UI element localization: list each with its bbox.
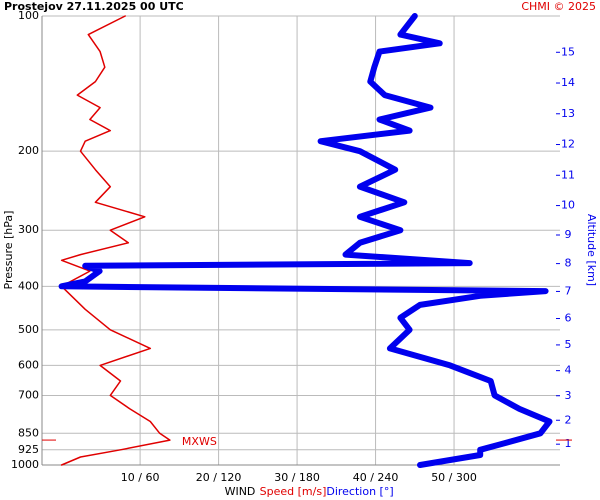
y-tick-label: 200	[18, 144, 39, 157]
y2-tick-label: 4	[565, 364, 572, 377]
y-tick-label: 100	[18, 9, 39, 22]
legend-direction: Direction [°]	[326, 485, 393, 498]
y2-tick-label: 7	[565, 284, 572, 297]
y-tick-label: 500	[18, 323, 39, 336]
x-axis-label: WIND	[225, 485, 256, 498]
y2-tick-label: 2	[565, 413, 572, 426]
y-tick-label: 850	[18, 426, 39, 439]
x-tick-label: 10 / 60	[121, 471, 160, 484]
y-tick-label: 600	[18, 358, 39, 371]
y2-tick-label: 14	[561, 76, 575, 89]
y-tick-label: 700	[18, 388, 39, 401]
y2-tick-label: 15	[561, 45, 575, 58]
y-tick-label: 925	[18, 443, 39, 456]
series-line	[60, 15, 171, 466]
y-axis-label: Pressure [hPa]	[2, 211, 15, 290]
y2-tick-label: 5	[565, 338, 572, 351]
x-tick-label: 40 / 240	[353, 471, 399, 484]
y-tick-label: 1000	[11, 458, 39, 471]
y2-tick-label: 13	[561, 107, 575, 120]
chart-title: Prostejov 27.11.2025 00 UTC	[4, 0, 184, 13]
x-tick-label: 30 / 180	[274, 471, 320, 484]
y2-tick-label: 12	[561, 138, 575, 151]
y2-tick-label: 8	[565, 257, 572, 270]
y-tick-label: 400	[18, 279, 39, 292]
y2-tick-label: 9	[565, 228, 572, 241]
annotation: MXWS	[182, 435, 217, 448]
y2-tick-label: 1	[565, 437, 572, 450]
y2-tick-label: 11	[561, 168, 575, 181]
y2-axis-label: Altitude [km]	[585, 214, 598, 286]
y2-tick-label: 6	[565, 312, 572, 325]
y2-tick-label: 3	[565, 389, 572, 402]
credit: CHMI © 2025	[521, 0, 596, 13]
legend-speed: Speed [m/s]	[260, 485, 327, 498]
y2-tick-label: 10	[561, 199, 575, 212]
series-line	[58, 13, 553, 468]
x-tick-label: 50 / 300	[431, 471, 477, 484]
x-tick-label: 20 / 120	[196, 471, 242, 484]
y-tick-label: 300	[18, 223, 39, 236]
